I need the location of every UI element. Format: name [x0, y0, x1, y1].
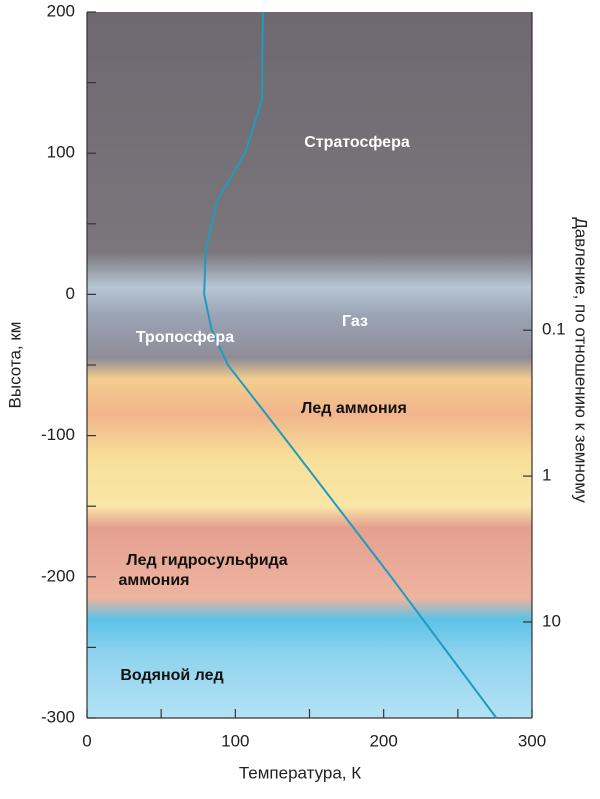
y2-axis-title: Давление, по отношению к земному	[572, 217, 591, 503]
y-tick-label: 200	[47, 1, 75, 20]
x-tick-label: 200	[369, 731, 397, 750]
y2-tick-label: 10	[542, 611, 561, 630]
y-tick-label: 0	[66, 284, 75, 303]
temperature-line	[203, 11, 498, 719]
x-tick-label: 100	[221, 731, 249, 750]
layer-label: Стратосфера	[304, 134, 410, 151]
layer-label: Лед аммония	[301, 400, 407, 417]
x-tick-label: 300	[518, 731, 546, 750]
layer-label: Водяной лед	[120, 667, 223, 684]
y2-tick-label: 0.1	[542, 320, 566, 339]
y2-tick-label: 1	[542, 466, 551, 485]
plot-background	[87, 12, 532, 718]
layer-label: Газ	[342, 313, 368, 330]
layer-label: аммония	[119, 572, 190, 589]
y-axis-title: Высота, км	[5, 322, 24, 409]
y-tick-label: -100	[41, 425, 75, 444]
x-tick-label: 0	[82, 731, 91, 750]
layer-label: Тропосфера	[136, 329, 234, 346]
y-tick-label: -300	[41, 707, 75, 726]
x-axis-title: Температура, К	[239, 763, 361, 782]
y-tick-label: -200	[41, 566, 75, 585]
y-tick-label: 100	[47, 143, 75, 162]
layer-label: Лед гидросульфида	[126, 552, 287, 569]
